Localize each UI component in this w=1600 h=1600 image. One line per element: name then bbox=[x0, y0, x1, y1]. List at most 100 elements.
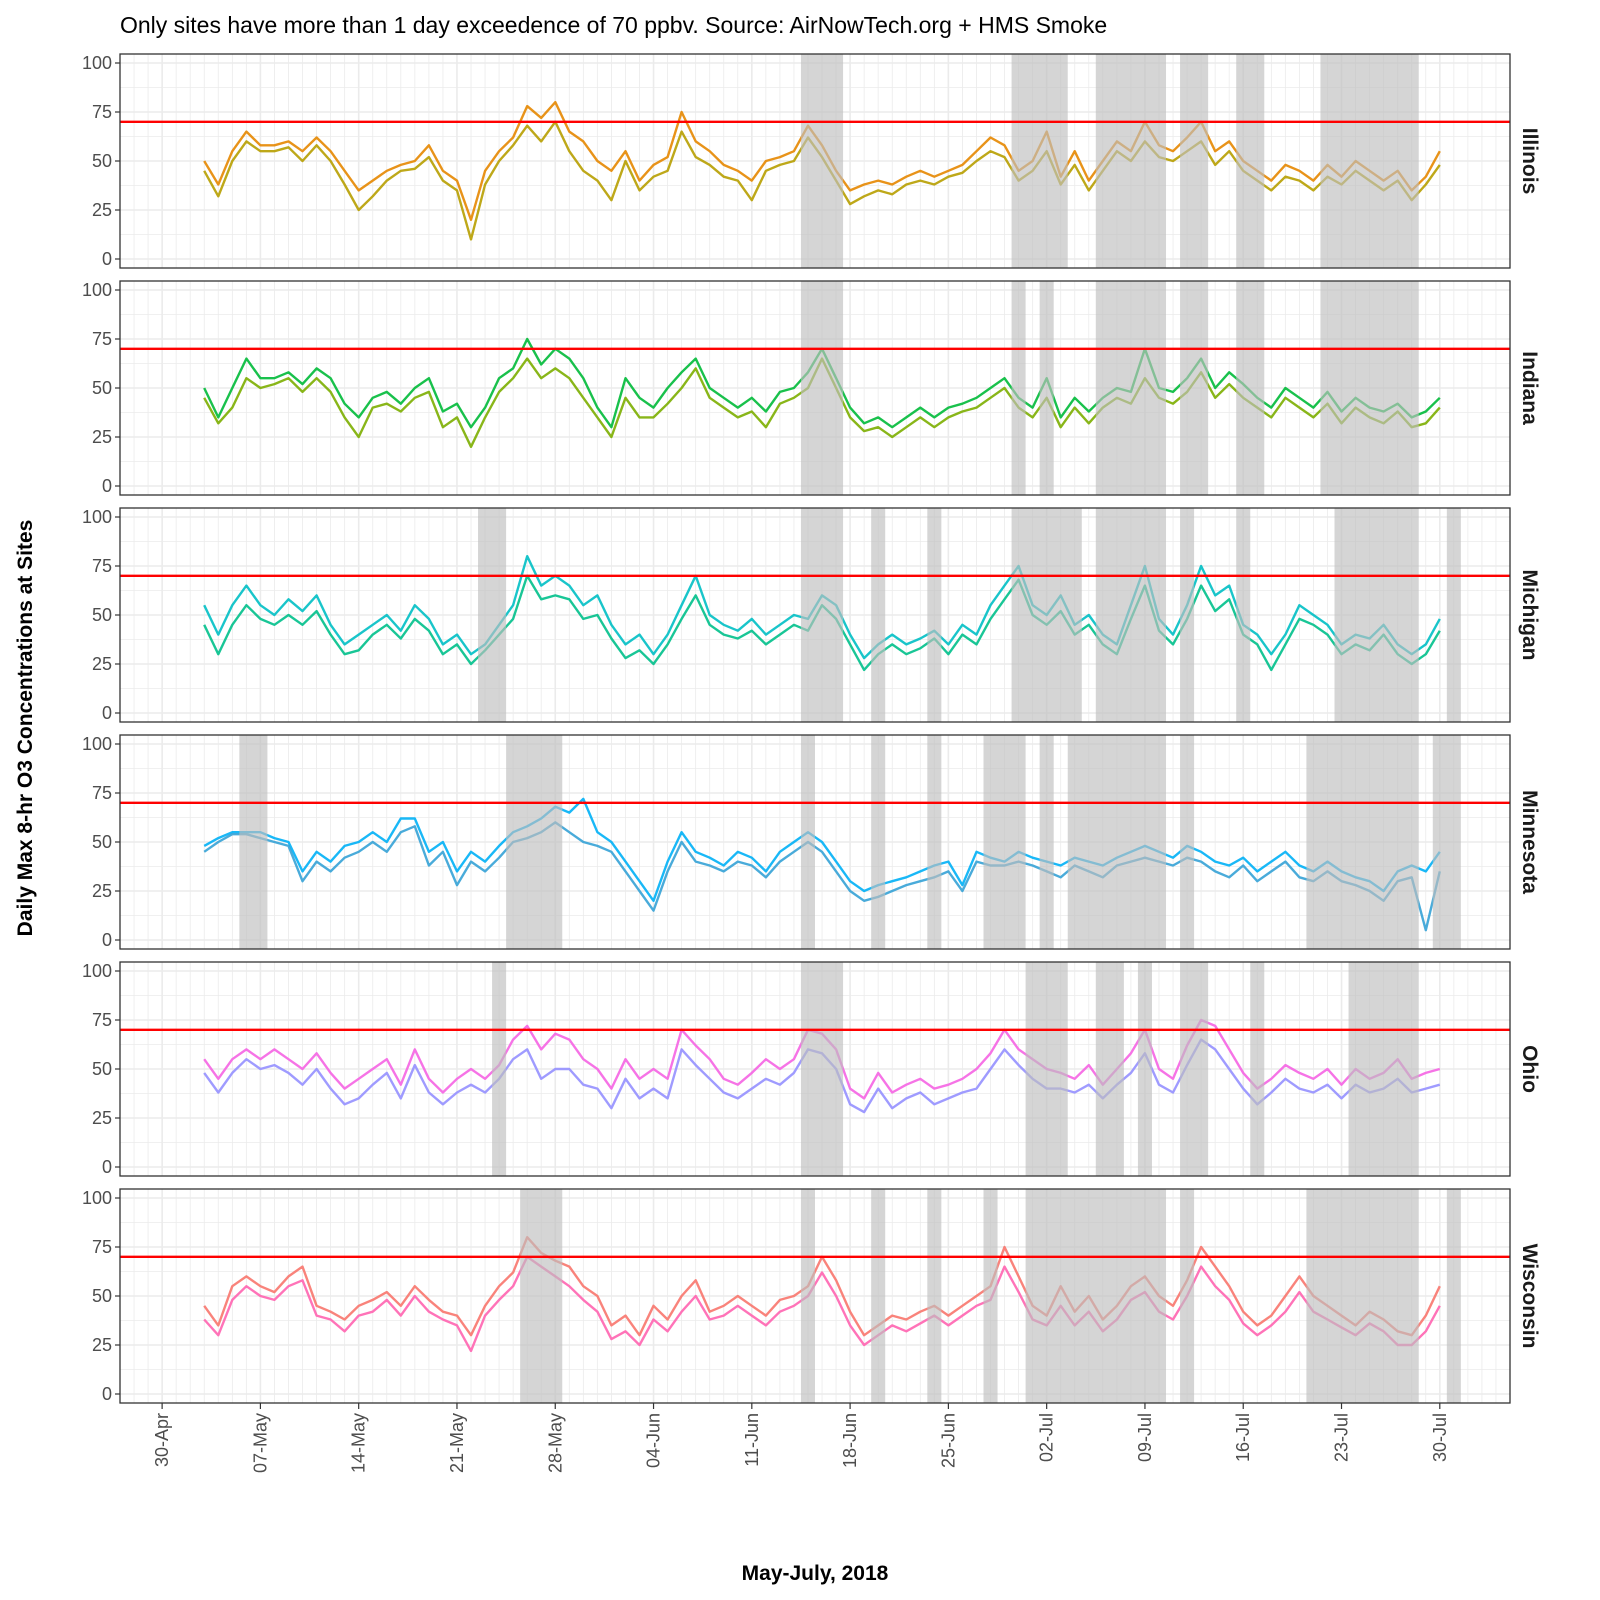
y-tick-label: 0 bbox=[102, 1384, 112, 1404]
panel-illinois: 0 25 50 75 100 Illinois bbox=[82, 53, 1541, 269]
y-tick-label: 75 bbox=[92, 329, 112, 349]
smoke-day-band bbox=[1236, 281, 1265, 495]
x-tick-label: 14-May bbox=[349, 1413, 369, 1473]
smoke-day-band bbox=[1180, 962, 1209, 1176]
smoke-day-band bbox=[1306, 735, 1419, 949]
x-axis-label: May-July, 2018 bbox=[742, 1562, 889, 1585]
y-tick-label: 0 bbox=[102, 703, 112, 723]
panel-indiana: 0 25 50 75 100 Indiana bbox=[82, 280, 1541, 496]
smoke-day-band bbox=[800, 962, 844, 1176]
x-tick-label: 23-Jul bbox=[1332, 1413, 1352, 1462]
smoke-day-band bbox=[1320, 281, 1419, 495]
y-tick-label: 0 bbox=[102, 249, 112, 269]
smoke-day-band bbox=[1067, 735, 1167, 949]
facet-label: Minnesota bbox=[1518, 790, 1541, 894]
y-tick-label: 100 bbox=[82, 734, 112, 754]
y-tick-label: 50 bbox=[92, 1059, 112, 1079]
smoke-day-band bbox=[800, 54, 844, 268]
x-axis: 30-Apr 07-May 14-May 21-May 28-May 04-Jun 11-J… bbox=[152, 1403, 1450, 1473]
smoke-day-band bbox=[1446, 1189, 1461, 1403]
x-tick-label: 30-Apr bbox=[152, 1413, 172, 1467]
smoke-day-band bbox=[927, 508, 942, 722]
panel-minnesota: 0 25 50 75 100 Minnesota bbox=[82, 734, 1541, 950]
y-tick-label: 100 bbox=[82, 280, 112, 300]
smoke-day-band bbox=[1348, 962, 1419, 1176]
y-tick-label: 25 bbox=[92, 1108, 112, 1128]
panel-wisconsin: 0 25 50 75 100 Wisconsin bbox=[82, 1188, 1541, 1404]
smoke-day-band bbox=[492, 962, 507, 1176]
chart-title: Only sites have more than 1 day exceeden… bbox=[120, 12, 1107, 38]
smoke-day-band bbox=[1180, 735, 1195, 949]
smoke-day-band bbox=[871, 1189, 886, 1403]
smoke-day-band bbox=[1011, 508, 1082, 722]
smoke-day-band bbox=[1180, 508, 1195, 722]
x-tick-label: 18-Jun bbox=[840, 1413, 860, 1468]
smoke-day-band bbox=[871, 508, 886, 722]
smoke-day-band bbox=[927, 735, 942, 949]
y-tick-label: 75 bbox=[92, 1010, 112, 1030]
facet-label: Illinois bbox=[1518, 128, 1541, 195]
x-tick-label: 04-Jun bbox=[644, 1413, 664, 1468]
y-tick-label: 25 bbox=[92, 654, 112, 674]
smoke-day-band bbox=[239, 735, 268, 949]
y-tick-label: 75 bbox=[92, 102, 112, 122]
smoke-day-band bbox=[1432, 735, 1461, 949]
y-tick-label: 0 bbox=[102, 1157, 112, 1177]
smoke-day-band bbox=[1011, 54, 1068, 268]
y-tick-label: 0 bbox=[102, 930, 112, 950]
x-tick-label: 11-Jun bbox=[742, 1413, 762, 1467]
series-line-wisconsin bbox=[203, 1255, 1441, 1353]
y-tick-label: 25 bbox=[92, 427, 112, 447]
smoke-day-band bbox=[1180, 281, 1209, 495]
smoke-day-band bbox=[1320, 54, 1419, 268]
smoke-day-band bbox=[800, 1189, 815, 1403]
smoke-day-band bbox=[800, 735, 815, 949]
x-tick-label: 16-Jul bbox=[1233, 1413, 1253, 1462]
y-tick-label: 100 bbox=[82, 1188, 112, 1208]
smoke-day-band bbox=[1236, 508, 1251, 722]
smoke-day-band bbox=[983, 1189, 998, 1403]
smoke-day-band bbox=[1236, 54, 1265, 268]
y-axis-label: Daily Max 8-hr O3 Concentrations at Site… bbox=[14, 520, 37, 937]
y-tick-label: 50 bbox=[92, 1286, 112, 1306]
x-tick-label: 28-May bbox=[545, 1413, 565, 1473]
smoke-day-band bbox=[927, 1189, 942, 1403]
smoke-day-band bbox=[1250, 962, 1265, 1176]
x-tick-label: 21-May bbox=[447, 1413, 467, 1473]
smoke-day-band bbox=[871, 735, 886, 949]
panel-ohio: 0 25 50 75 100 Ohio bbox=[82, 961, 1541, 1177]
smoke-day-band bbox=[1446, 508, 1461, 722]
smoke-day-band bbox=[1025, 962, 1068, 1176]
smoke-day-band bbox=[1095, 54, 1167, 268]
facet-label: Michigan bbox=[1518, 569, 1541, 660]
x-tick-label: 09-Jul bbox=[1135, 1413, 1155, 1462]
smoke-day-band bbox=[1180, 54, 1209, 268]
smoke-day-band bbox=[478, 508, 507, 722]
panel-michigan: 0 25 50 75 100 Michigan bbox=[82, 507, 1541, 723]
facet-label: Wisconsin bbox=[1518, 1244, 1541, 1349]
smoke-day-band bbox=[1025, 1189, 1167, 1403]
facet-label: Indiana bbox=[1518, 351, 1541, 425]
smoke-day-band bbox=[1334, 508, 1419, 722]
y-tick-label: 100 bbox=[82, 507, 112, 527]
smoke-day-band bbox=[1095, 281, 1167, 495]
y-tick-label: 50 bbox=[92, 151, 112, 171]
x-tick-label: 02-Jul bbox=[1037, 1413, 1057, 1462]
y-tick-label: 75 bbox=[92, 556, 112, 576]
y-tick-label: 25 bbox=[92, 1335, 112, 1355]
y-tick-label: 25 bbox=[92, 881, 112, 901]
smoke-day-band bbox=[1137, 962, 1152, 1176]
y-tick-label: 0 bbox=[102, 476, 112, 496]
y-tick-label: 75 bbox=[92, 1237, 112, 1257]
facet-label: Ohio bbox=[1518, 1045, 1541, 1093]
y-tick-label: 50 bbox=[92, 605, 112, 625]
smoke-day-band bbox=[983, 735, 1026, 949]
smoke-day-band bbox=[1306, 1189, 1419, 1403]
y-tick-label: 50 bbox=[92, 832, 112, 852]
smoke-day-band bbox=[1039, 281, 1054, 495]
smoke-day-band bbox=[1180, 1189, 1195, 1403]
y-tick-label: 25 bbox=[92, 200, 112, 220]
smoke-day-band bbox=[1011, 281, 1026, 495]
y-tick-label: 100 bbox=[82, 53, 112, 73]
